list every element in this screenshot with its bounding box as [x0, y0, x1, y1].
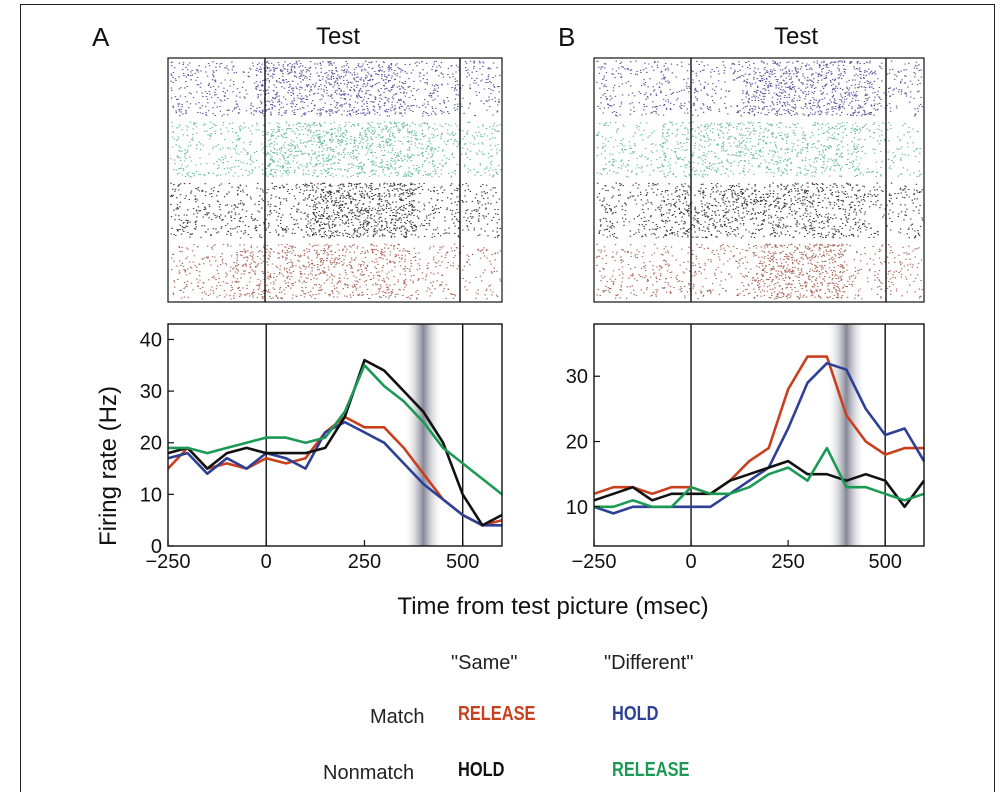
raster-band-black: [597, 182, 924, 239]
x-tick-label: 500: [446, 551, 479, 573]
y-axis-label: Firing rate (Hz): [95, 386, 122, 546]
raster-band-black: [170, 182, 501, 239]
legend-row-nonmatch: Nonmatch: [323, 762, 415, 784]
raster-title-b: Test: [774, 23, 818, 50]
shaded-window: [403, 324, 444, 546]
series-line-black: [593, 459, 926, 509]
raster-band-green: [170, 121, 501, 178]
shaded-window: [826, 324, 866, 546]
plot-frame: [167, 323, 503, 547]
raster-band-blue: [596, 60, 923, 117]
legend-row-match: Match: [370, 706, 425, 728]
plot-bg: [168, 324, 502, 546]
y-tick-label: 10: [566, 497, 588, 519]
legend-match-different: HOLD: [612, 703, 659, 725]
y-tick-label: 10: [140, 484, 162, 506]
raster-band-blue: [170, 60, 501, 117]
legend-col-same: "Same": [451, 652, 518, 674]
legend-match-same: RELEASE: [458, 703, 536, 725]
series-line-red: [593, 355, 924, 496]
y-tick-label: 20: [566, 432, 588, 454]
panel-letter-b: B: [558, 22, 575, 52]
raster-panel-b: [593, 57, 925, 303]
x-tick-label: −250: [145, 551, 190, 573]
x-tick-label: 250: [348, 551, 381, 573]
raster-frame: [167, 57, 503, 303]
y-tick-label: 30: [566, 366, 588, 388]
raster-band-red: [596, 243, 923, 300]
y-tick-label: 40: [140, 329, 162, 351]
raster-frame: [593, 57, 925, 303]
raster-panel-a: [167, 57, 503, 303]
raster-title-a: Test: [316, 23, 360, 50]
legend-nonmatch-different: RELEASE: [612, 759, 690, 781]
series-line-blue: [167, 420, 502, 527]
x-tick-label: 0: [261, 551, 272, 573]
panel-letter-a: A: [92, 22, 110, 52]
y-tick-label: 0: [151, 536, 162, 558]
line-plot-b: −250 0 250 500 10 20 30: [566, 323, 926, 573]
series-line-green: [594, 446, 925, 509]
x-tick-label: −250: [571, 551, 616, 573]
x-axis-label: Time from test picture (msec): [397, 593, 708, 620]
y-tick-label: 30: [140, 381, 162, 403]
plot-bg: [594, 324, 924, 546]
x-tick-label: 500: [868, 551, 901, 573]
series-line-green: [168, 363, 503, 496]
raster-band-green: [596, 121, 922, 178]
raster-band-red: [170, 243, 502, 300]
legend-col-different: "Different": [604, 652, 694, 674]
legend-nonmatch-same: HOLD: [458, 759, 505, 781]
x-tick-label: 250: [771, 551, 804, 573]
x-tick-label: 0: [685, 551, 696, 573]
figure-frame: [20, 4, 995, 792]
plot-frame: [593, 323, 925, 547]
y-tick-label: 20: [140, 433, 162, 455]
